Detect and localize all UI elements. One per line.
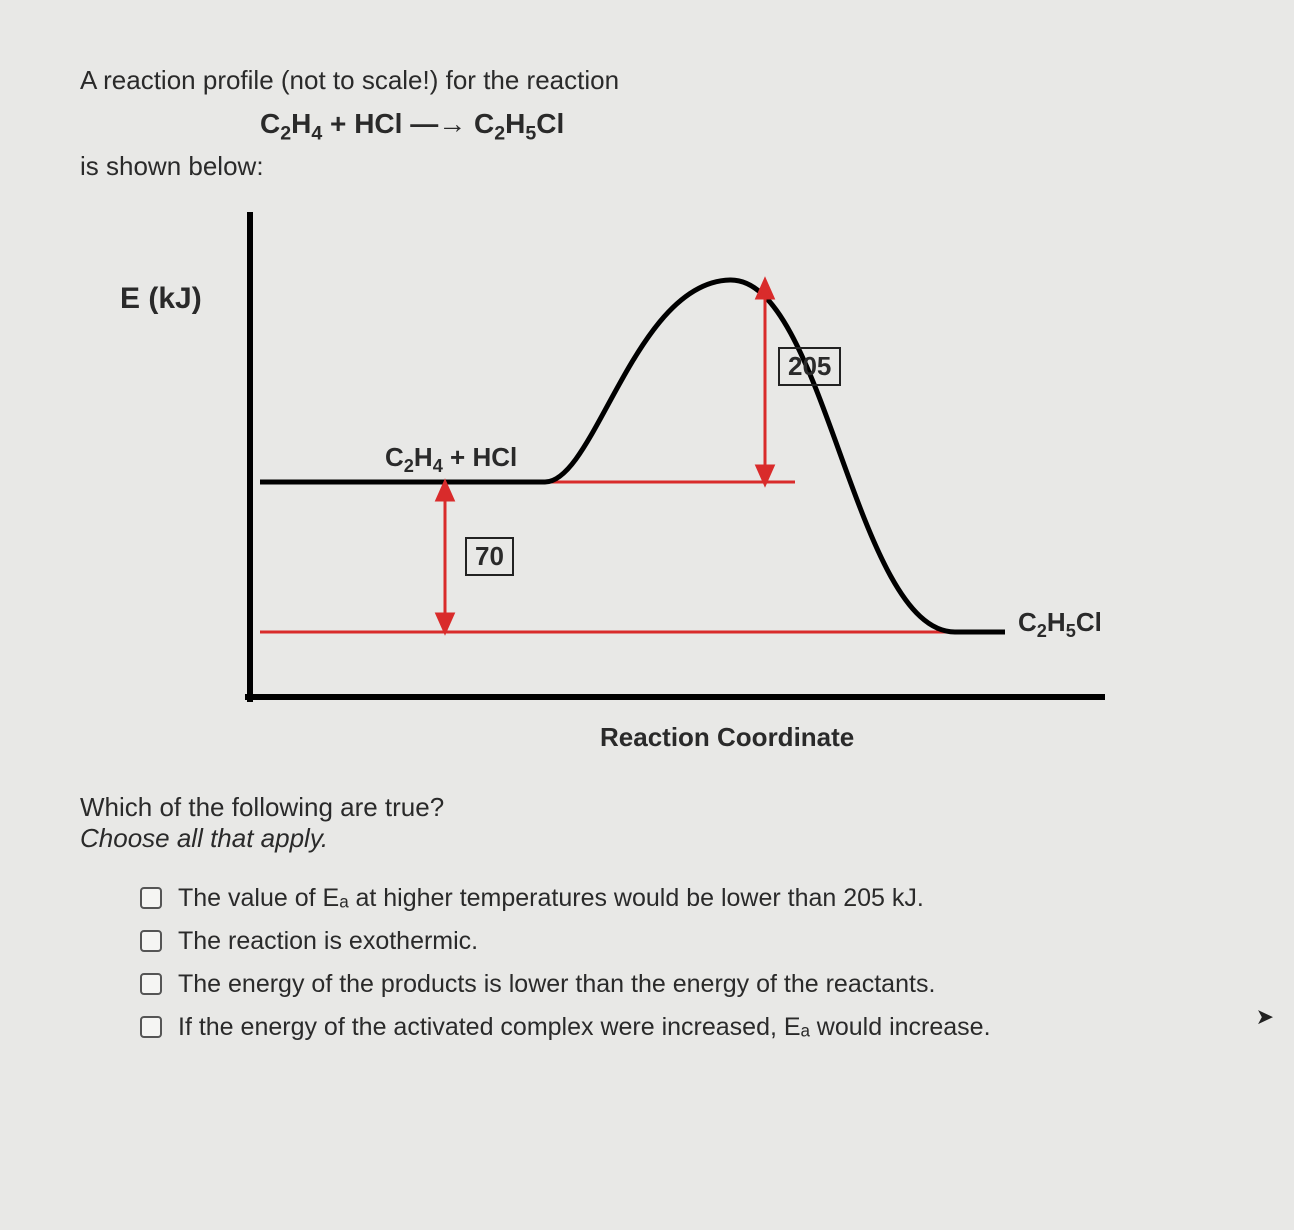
checkbox[interactable]	[140, 887, 162, 909]
activation-energy-value: 205	[778, 347, 841, 386]
option-text: If the energy of the activated complex w…	[178, 1013, 991, 1042]
x-axis-label: Reaction Coordinate	[600, 722, 854, 753]
energy-curve	[260, 280, 1005, 632]
cursor-icon: ➤	[1256, 1004, 1274, 1030]
option-row: The value of Eₐ at higher temperatures w…	[140, 884, 1214, 913]
question-text: Which of the following are true?	[80, 792, 444, 822]
question-prompt: Which of the following are true? Choose …	[80, 792, 1214, 854]
diagram-svg	[235, 202, 1115, 742]
intro-line-2: is shown below:	[80, 151, 1214, 182]
activation-energy-arrow	[757, 280, 773, 484]
option-row: If the energy of the activated complex w…	[140, 1013, 1214, 1042]
question-instruction: Choose all that apply.	[80, 823, 1214, 854]
checkbox[interactable]	[140, 973, 162, 995]
delta-energy-value: 70	[465, 537, 514, 576]
option-row: The reaction is exothermic.	[140, 927, 1214, 956]
reactant-label: C2H4 + HCl	[385, 442, 517, 477]
options-list: The value of Eₐ at higher temperatures w…	[140, 884, 1214, 1042]
reaction-equation: C2H4 + HCl —→ C2H5Cl	[80, 108, 1214, 146]
checkbox[interactable]	[140, 930, 162, 952]
reaction-profile-diagram: E (kJ) C2H4 + HCl C2H5Cl 205 70 Reaction…	[120, 202, 1120, 762]
checkbox[interactable]	[140, 1016, 162, 1038]
option-text: The value of Eₐ at higher temperatures w…	[178, 884, 924, 913]
product-label: C2H5Cl	[1018, 607, 1102, 642]
delta-energy-arrow	[437, 482, 453, 632]
option-text: The energy of the products is lower than…	[178, 970, 935, 999]
option-row: The energy of the products is lower than…	[140, 970, 1214, 999]
option-text: The reaction is exothermic.	[178, 927, 478, 956]
y-axis-label: E (kJ)	[120, 282, 202, 316]
intro-line-1: A reaction profile (not to scale!) for t…	[80, 60, 1214, 102]
